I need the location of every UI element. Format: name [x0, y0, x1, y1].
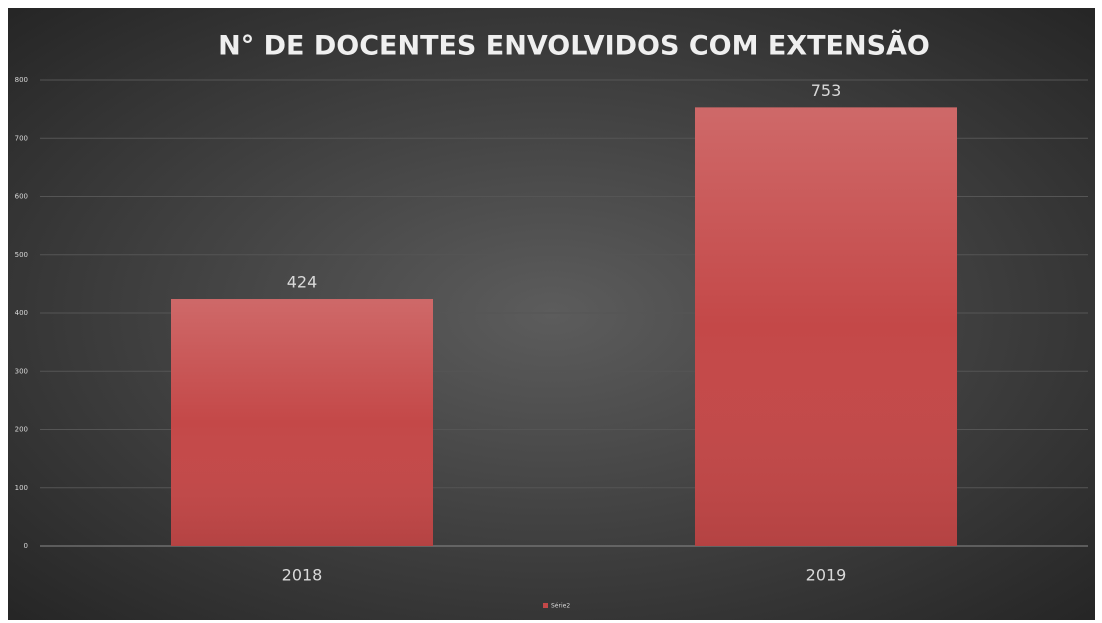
legend-swatch [543, 603, 548, 608]
y-tick-label: 0 [24, 542, 28, 550]
bar-shade [695, 107, 957, 546]
legend-label: Série2 [551, 603, 570, 610]
y-tick-label: 300 [15, 367, 28, 375]
data-label: 753 [811, 81, 842, 100]
chart-title: N° DE DOCENTES ENVOLVIDOS COM EXTENSÃO [218, 30, 930, 62]
y-tick-label: 400 [15, 309, 28, 317]
y-tick-label: 800 [15, 76, 28, 84]
y-tick-label: 700 [15, 134, 28, 142]
x-tick-label: 2018 [282, 566, 323, 585]
y-tick-label: 600 [15, 193, 28, 201]
bar-shade [171, 299, 433, 546]
x-tick-label: 2019 [806, 566, 847, 585]
y-tick-label: 200 [15, 426, 28, 434]
y-tick-label: 500 [15, 251, 28, 259]
y-tick-label: 100 [15, 484, 28, 492]
data-label: 424 [287, 273, 318, 292]
